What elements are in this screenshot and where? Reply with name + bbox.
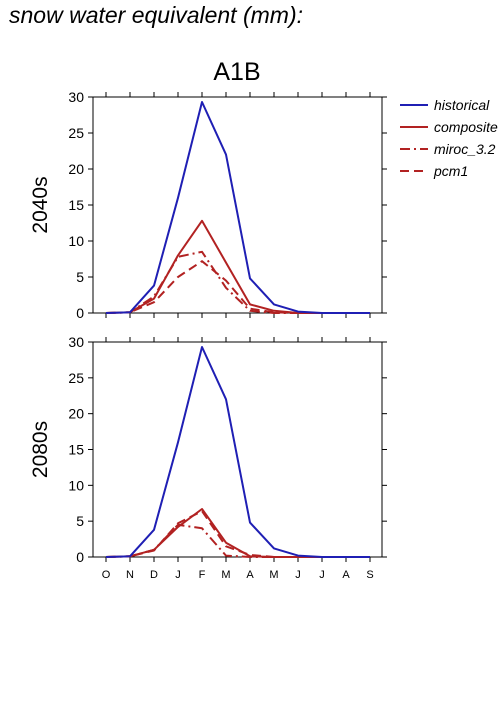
y-tick-label: 25 xyxy=(68,125,84,141)
x-tick-label: O xyxy=(102,569,111,581)
x-tick-label: F xyxy=(199,569,206,581)
series-line-pcm1 xyxy=(105,260,370,314)
y-tick-label: 30 xyxy=(68,334,84,350)
legend-item: pcm1 xyxy=(400,163,468,179)
page-title: snow water equivalent (mm): xyxy=(9,2,303,28)
x-tick-label: J xyxy=(295,569,301,581)
x-tick-label: N xyxy=(126,569,134,581)
y-tick-label: 0 xyxy=(76,549,84,565)
y-tick-label: 30 xyxy=(68,89,84,105)
x-tick-label: M xyxy=(269,569,278,581)
series-line-historical xyxy=(105,346,370,558)
legend-item: historical xyxy=(400,97,490,113)
panel-2040s: 0 5 10 15 20 25 30 2040s xyxy=(29,89,387,321)
chart-title: A1B xyxy=(213,58,260,86)
chart-panels: 0 5 10 15 20 25 30 2040s 0 5 10 15 20 25 30 O N D J F M A M J J A… xyxy=(29,89,387,581)
plot-frame xyxy=(92,96,383,314)
y-tick-label: 20 xyxy=(68,161,84,177)
x-tick-label: A xyxy=(342,569,350,581)
legend-label: historical xyxy=(434,97,490,113)
y-tick-label: 10 xyxy=(68,477,84,493)
y-tick-label: 20 xyxy=(68,406,84,422)
x-tick-label: J xyxy=(319,569,325,581)
x-tick-label: S xyxy=(366,569,373,581)
x-tick-label: D xyxy=(150,569,158,581)
chart-legend: historical composite miroc_3.2 pcm1 xyxy=(400,97,498,179)
legend-item: miroc_3.2 xyxy=(400,141,496,157)
x-tick-label: M xyxy=(221,569,230,581)
panel-ylabel: 2040s xyxy=(29,176,52,233)
legend-label: miroc_3.2 xyxy=(434,141,496,157)
x-tick-label: J xyxy=(175,569,181,581)
y-tick-label: 10 xyxy=(68,233,84,249)
y-tick-label: 15 xyxy=(68,197,84,213)
series-line-miroc-3-2 xyxy=(105,523,370,558)
legend-label: pcm1 xyxy=(433,163,468,179)
panel-2080s: 0 5 10 15 20 25 30 O N D J F M A M J J A S 2080s xyxy=(29,334,387,581)
series-line-historical xyxy=(105,101,370,314)
y-tick-label: 15 xyxy=(68,442,84,458)
y-tick-label: 0 xyxy=(76,305,84,321)
series-line-composite xyxy=(105,508,370,558)
plot-frame xyxy=(92,341,383,558)
legend-label: composite xyxy=(434,119,498,135)
y-tick-label: 25 xyxy=(68,370,84,386)
series-line-miroc-3-2 xyxy=(105,250,370,314)
panel-ylabel: 2080s xyxy=(29,421,52,478)
x-tick-label: A xyxy=(246,569,254,581)
y-tick-label: 5 xyxy=(76,269,84,285)
y-tick-label: 5 xyxy=(76,513,84,529)
legend-item: composite xyxy=(400,119,498,135)
